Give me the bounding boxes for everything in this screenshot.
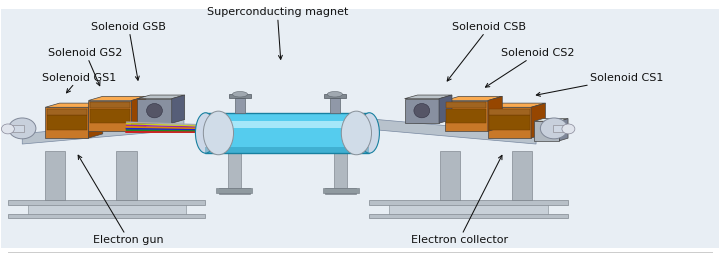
- Polygon shape: [445, 101, 488, 131]
- Polygon shape: [374, 119, 536, 144]
- Bar: [324, 94, 346, 99]
- Polygon shape: [405, 99, 439, 123]
- Bar: [490, 109, 530, 114]
- Polygon shape: [488, 107, 531, 138]
- Bar: [552, 125, 570, 132]
- Polygon shape: [488, 103, 546, 107]
- Ellipse shape: [9, 118, 36, 139]
- Bar: [205, 121, 369, 128]
- Bar: [219, 188, 250, 194]
- Polygon shape: [22, 119, 184, 144]
- Polygon shape: [132, 96, 146, 131]
- Bar: [323, 188, 359, 193]
- Bar: [229, 94, 251, 99]
- Text: Electron collector: Electron collector: [410, 155, 508, 245]
- Bar: [446, 102, 487, 108]
- Polygon shape: [45, 103, 103, 107]
- Text: Solenoid CSB: Solenoid CSB: [447, 22, 526, 81]
- Text: Solenoid GS2: Solenoid GS2: [48, 48, 122, 86]
- Ellipse shape: [1, 124, 14, 134]
- Ellipse shape: [147, 103, 163, 118]
- Text: Solenoid GSB: Solenoid GSB: [91, 22, 166, 80]
- Text: Superconducting magnet: Superconducting magnet: [207, 7, 348, 59]
- Bar: [8, 200, 205, 205]
- Bar: [330, 99, 340, 113]
- Polygon shape: [534, 121, 559, 141]
- Ellipse shape: [341, 111, 372, 155]
- Bar: [27, 205, 186, 214]
- Bar: [6, 125, 24, 132]
- Bar: [490, 115, 530, 130]
- Polygon shape: [89, 96, 146, 101]
- Polygon shape: [138, 99, 172, 123]
- Bar: [440, 151, 460, 200]
- Text: Solenoid GS1: Solenoid GS1: [42, 73, 117, 93]
- Bar: [216, 188, 252, 193]
- Bar: [369, 214, 568, 218]
- Polygon shape: [405, 95, 452, 99]
- Polygon shape: [534, 119, 568, 121]
- Ellipse shape: [195, 113, 215, 153]
- Ellipse shape: [414, 103, 430, 118]
- Text: Solenoid CS2: Solenoid CS2: [485, 48, 575, 87]
- Polygon shape: [445, 96, 503, 101]
- Bar: [205, 147, 369, 153]
- Bar: [389, 205, 549, 214]
- Bar: [8, 214, 205, 218]
- Bar: [325, 188, 356, 194]
- Bar: [205, 113, 369, 153]
- Polygon shape: [172, 95, 184, 123]
- Bar: [446, 109, 487, 123]
- Bar: [90, 109, 130, 123]
- Bar: [47, 115, 87, 130]
- Ellipse shape: [562, 124, 575, 134]
- Bar: [334, 153, 347, 188]
- Polygon shape: [89, 103, 103, 138]
- Polygon shape: [45, 107, 89, 138]
- Bar: [369, 200, 568, 205]
- Bar: [512, 151, 532, 200]
- Ellipse shape: [359, 113, 379, 153]
- Bar: [228, 153, 240, 188]
- Ellipse shape: [328, 91, 343, 97]
- Polygon shape: [531, 103, 546, 138]
- Bar: [90, 102, 130, 108]
- Ellipse shape: [203, 111, 233, 155]
- Polygon shape: [439, 95, 452, 123]
- Text: Solenoid CS1: Solenoid CS1: [536, 73, 663, 96]
- Polygon shape: [89, 101, 132, 131]
- Polygon shape: [488, 96, 503, 131]
- Bar: [117, 151, 137, 200]
- Bar: [47, 109, 87, 114]
- Ellipse shape: [233, 91, 248, 97]
- Polygon shape: [138, 95, 184, 99]
- Ellipse shape: [541, 118, 567, 139]
- Text: Electron gun: Electron gun: [78, 155, 164, 245]
- Polygon shape: [559, 119, 568, 141]
- Bar: [235, 99, 245, 113]
- Bar: [45, 151, 65, 200]
